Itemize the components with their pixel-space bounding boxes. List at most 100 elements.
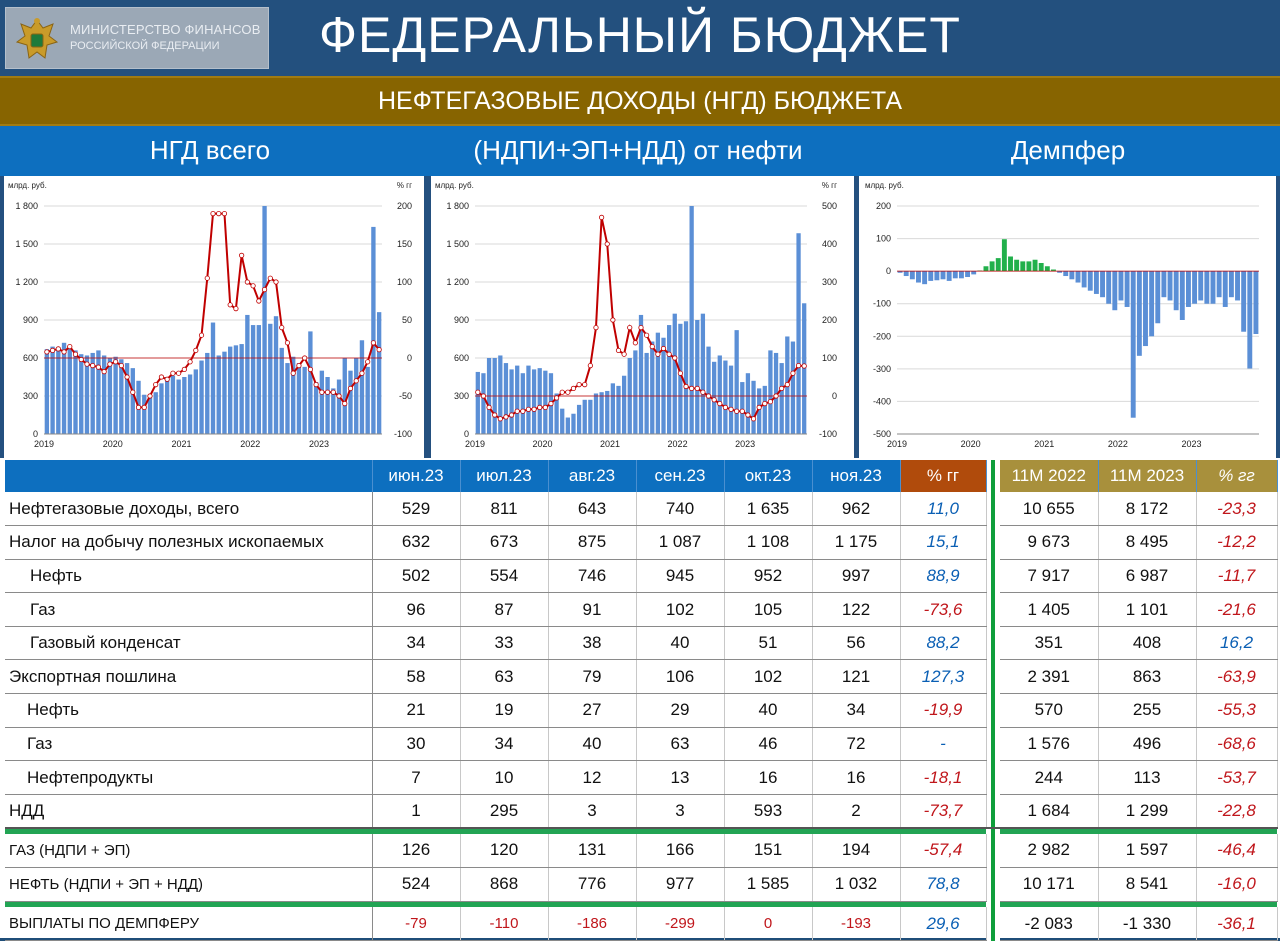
line-point	[762, 401, 768, 407]
line-point	[250, 283, 256, 289]
bar	[296, 363, 302, 434]
line-point	[638, 325, 644, 331]
y2-tick-label: -100	[819, 429, 837, 439]
column-separator	[986, 492, 1000, 526]
header-nov23[interactable]: ноя.23	[812, 460, 901, 492]
line-point	[113, 359, 119, 365]
bar	[678, 323, 683, 434]
table-row[interactable]: НДД 1 295 3 3 593 2 -73,7 1 684 1 299 -22,8	[5, 794, 1278, 829]
bar	[176, 379, 181, 434]
monthly-value: 554	[460, 559, 549, 594]
line-point	[330, 389, 336, 395]
bar	[1136, 271, 1142, 356]
header-11m-2022[interactable]: 11М 2022	[1000, 460, 1099, 492]
table-row[interactable]: Газ 96 87 91 102 105 122 -73,6 1 405 1 101 -21,6	[5, 592, 1278, 627]
bar	[554, 393, 559, 434]
table-row[interactable]: Экспортная пошлина 58 63 79 106 102 121 127,3 2 …	[5, 659, 1278, 695]
y-tick-label: 300	[454, 391, 469, 401]
ministry-logo[interactable]: МИНИСТЕРСТВО ФИНАНСОВ РОССИЙСКОЙ ФЕДЕРАЦ…	[5, 7, 269, 69]
header-oct23[interactable]: окт.23	[724, 460, 813, 492]
line-point	[198, 332, 205, 338]
bar	[250, 325, 256, 434]
bar	[610, 383, 616, 434]
value-11m-2023: 113	[1098, 760, 1197, 795]
line-point	[239, 252, 245, 259]
bar	[672, 313, 677, 434]
chart-title-damper: Демпфер	[1010, 135, 1126, 165]
line-point	[553, 395, 560, 401]
pct-yoy-value: 88,9	[900, 559, 987, 594]
y-axis-label: млрд. руб.	[435, 181, 474, 190]
column-separator	[986, 626, 1000, 660]
row-label: Газ	[5, 727, 373, 762]
table-row[interactable]: Газ 30 34 40 63 46 72-1 576 496 -68,6	[5, 727, 1278, 762]
bar	[1235, 271, 1240, 301]
table-row[interactable]: Налог на добычу полезных ископаемых 632 67…	[5, 525, 1278, 560]
table-row[interactable]: ГАЗ (НДПИ + ЭП) 126 120 131 166 151 194 -57,4 2 …	[5, 833, 1278, 869]
bar	[571, 413, 576, 434]
bar	[308, 331, 313, 434]
monthly-value: 194	[812, 833, 901, 869]
divider-cell	[460, 827, 548, 834]
divider-cell	[724, 827, 812, 834]
monthly-value: 945	[636, 559, 725, 594]
y-tick-label: 600	[23, 353, 38, 363]
monthly-value: 19	[460, 693, 549, 728]
bar	[565, 417, 570, 434]
monthly-value: 868	[460, 867, 549, 902]
pct-yoy-11m-value: -16,0	[1196, 867, 1278, 902]
line-point	[342, 401, 348, 407]
line-point	[147, 393, 153, 399]
value-11m-2023: -1 330	[1098, 907, 1197, 941]
bar	[655, 332, 661, 434]
line-point	[644, 332, 650, 338]
line-point	[296, 363, 302, 369]
y-tick-label: -200	[873, 331, 891, 341]
line-point	[90, 363, 96, 369]
table-row[interactable]: НЕФТЬ (НДПИ + ЭП + НДД) 524 868 776 977 1 585…	[5, 867, 1278, 902]
monthly-value: 40	[636, 626, 725, 661]
table-row[interactable]: Нефтепродукты 7 10 12 13 16 16 -18,1 244 113 -53,7	[5, 760, 1278, 795]
monthly-value: 30	[372, 727, 461, 762]
x-tick-label: 2021	[171, 439, 191, 449]
bar	[1143, 271, 1148, 347]
line-point	[677, 370, 683, 376]
monthly-value: 1 175	[812, 525, 901, 560]
line-point	[655, 351, 661, 357]
line-point	[101, 369, 107, 375]
bar	[1185, 271, 1191, 307]
y-tick-label: 1 800	[15, 201, 38, 211]
column-separator	[986, 460, 1000, 492]
line-point	[72, 351, 79, 357]
table-row[interactable]: Нефть 502 554 746 945 952 997 88,9 7 917 6 987 -11…	[5, 559, 1278, 594]
header-jul23[interactable]: июл.23	[460, 460, 549, 492]
header-11m-2023[interactable]: 11М 2023	[1098, 460, 1197, 492]
monthly-value: 16	[812, 760, 901, 795]
header-jun23[interactable]: июн.23	[372, 460, 461, 492]
table-row[interactable]: Нефтегазовые доходы, всего 529 811 643 740 1 …	[5, 492, 1278, 527]
table-row[interactable]: Нефть 21 19 27 29 40 34 -19,9 570 255 -55,3	[5, 693, 1278, 728]
y2-tick-label: 150	[397, 239, 412, 249]
monthly-value: -193	[812, 907, 901, 941]
y-tick-label: 1 500	[446, 239, 469, 249]
line-point	[302, 355, 308, 361]
bar	[1075, 271, 1081, 283]
y-tick-label: 900	[454, 315, 469, 325]
line-point	[486, 404, 492, 410]
monthly-value: 33	[460, 626, 549, 661]
table-row[interactable]: Газовый конденсат 34 33 38 40 51 56 88,2 351 408 1…	[5, 626, 1278, 661]
y-tick-label: 100	[876, 234, 891, 244]
line-point	[621, 351, 627, 357]
monthly-value: 529	[372, 492, 461, 527]
header-pct-yoy[interactable]: % гг	[900, 460, 987, 492]
line-point	[728, 406, 734, 412]
header-pct-yoy-11m[interactable]: % гг	[1196, 460, 1278, 492]
header-sep23[interactable]: сен.23	[636, 460, 725, 492]
bar	[958, 271, 964, 279]
table-row[interactable]: ВЫПЛАТЫ ПО ДЕМПФЕРУ -79 -110 -186 -299 0 -193 2…	[5, 907, 1278, 941]
header-aug23[interactable]: авг.23	[548, 460, 637, 492]
y-tick-label: 300	[23, 391, 38, 401]
value-11m-2023: 1 597	[1098, 833, 1197, 869]
monthly-value: 122	[812, 592, 901, 627]
line-point	[531, 406, 537, 412]
